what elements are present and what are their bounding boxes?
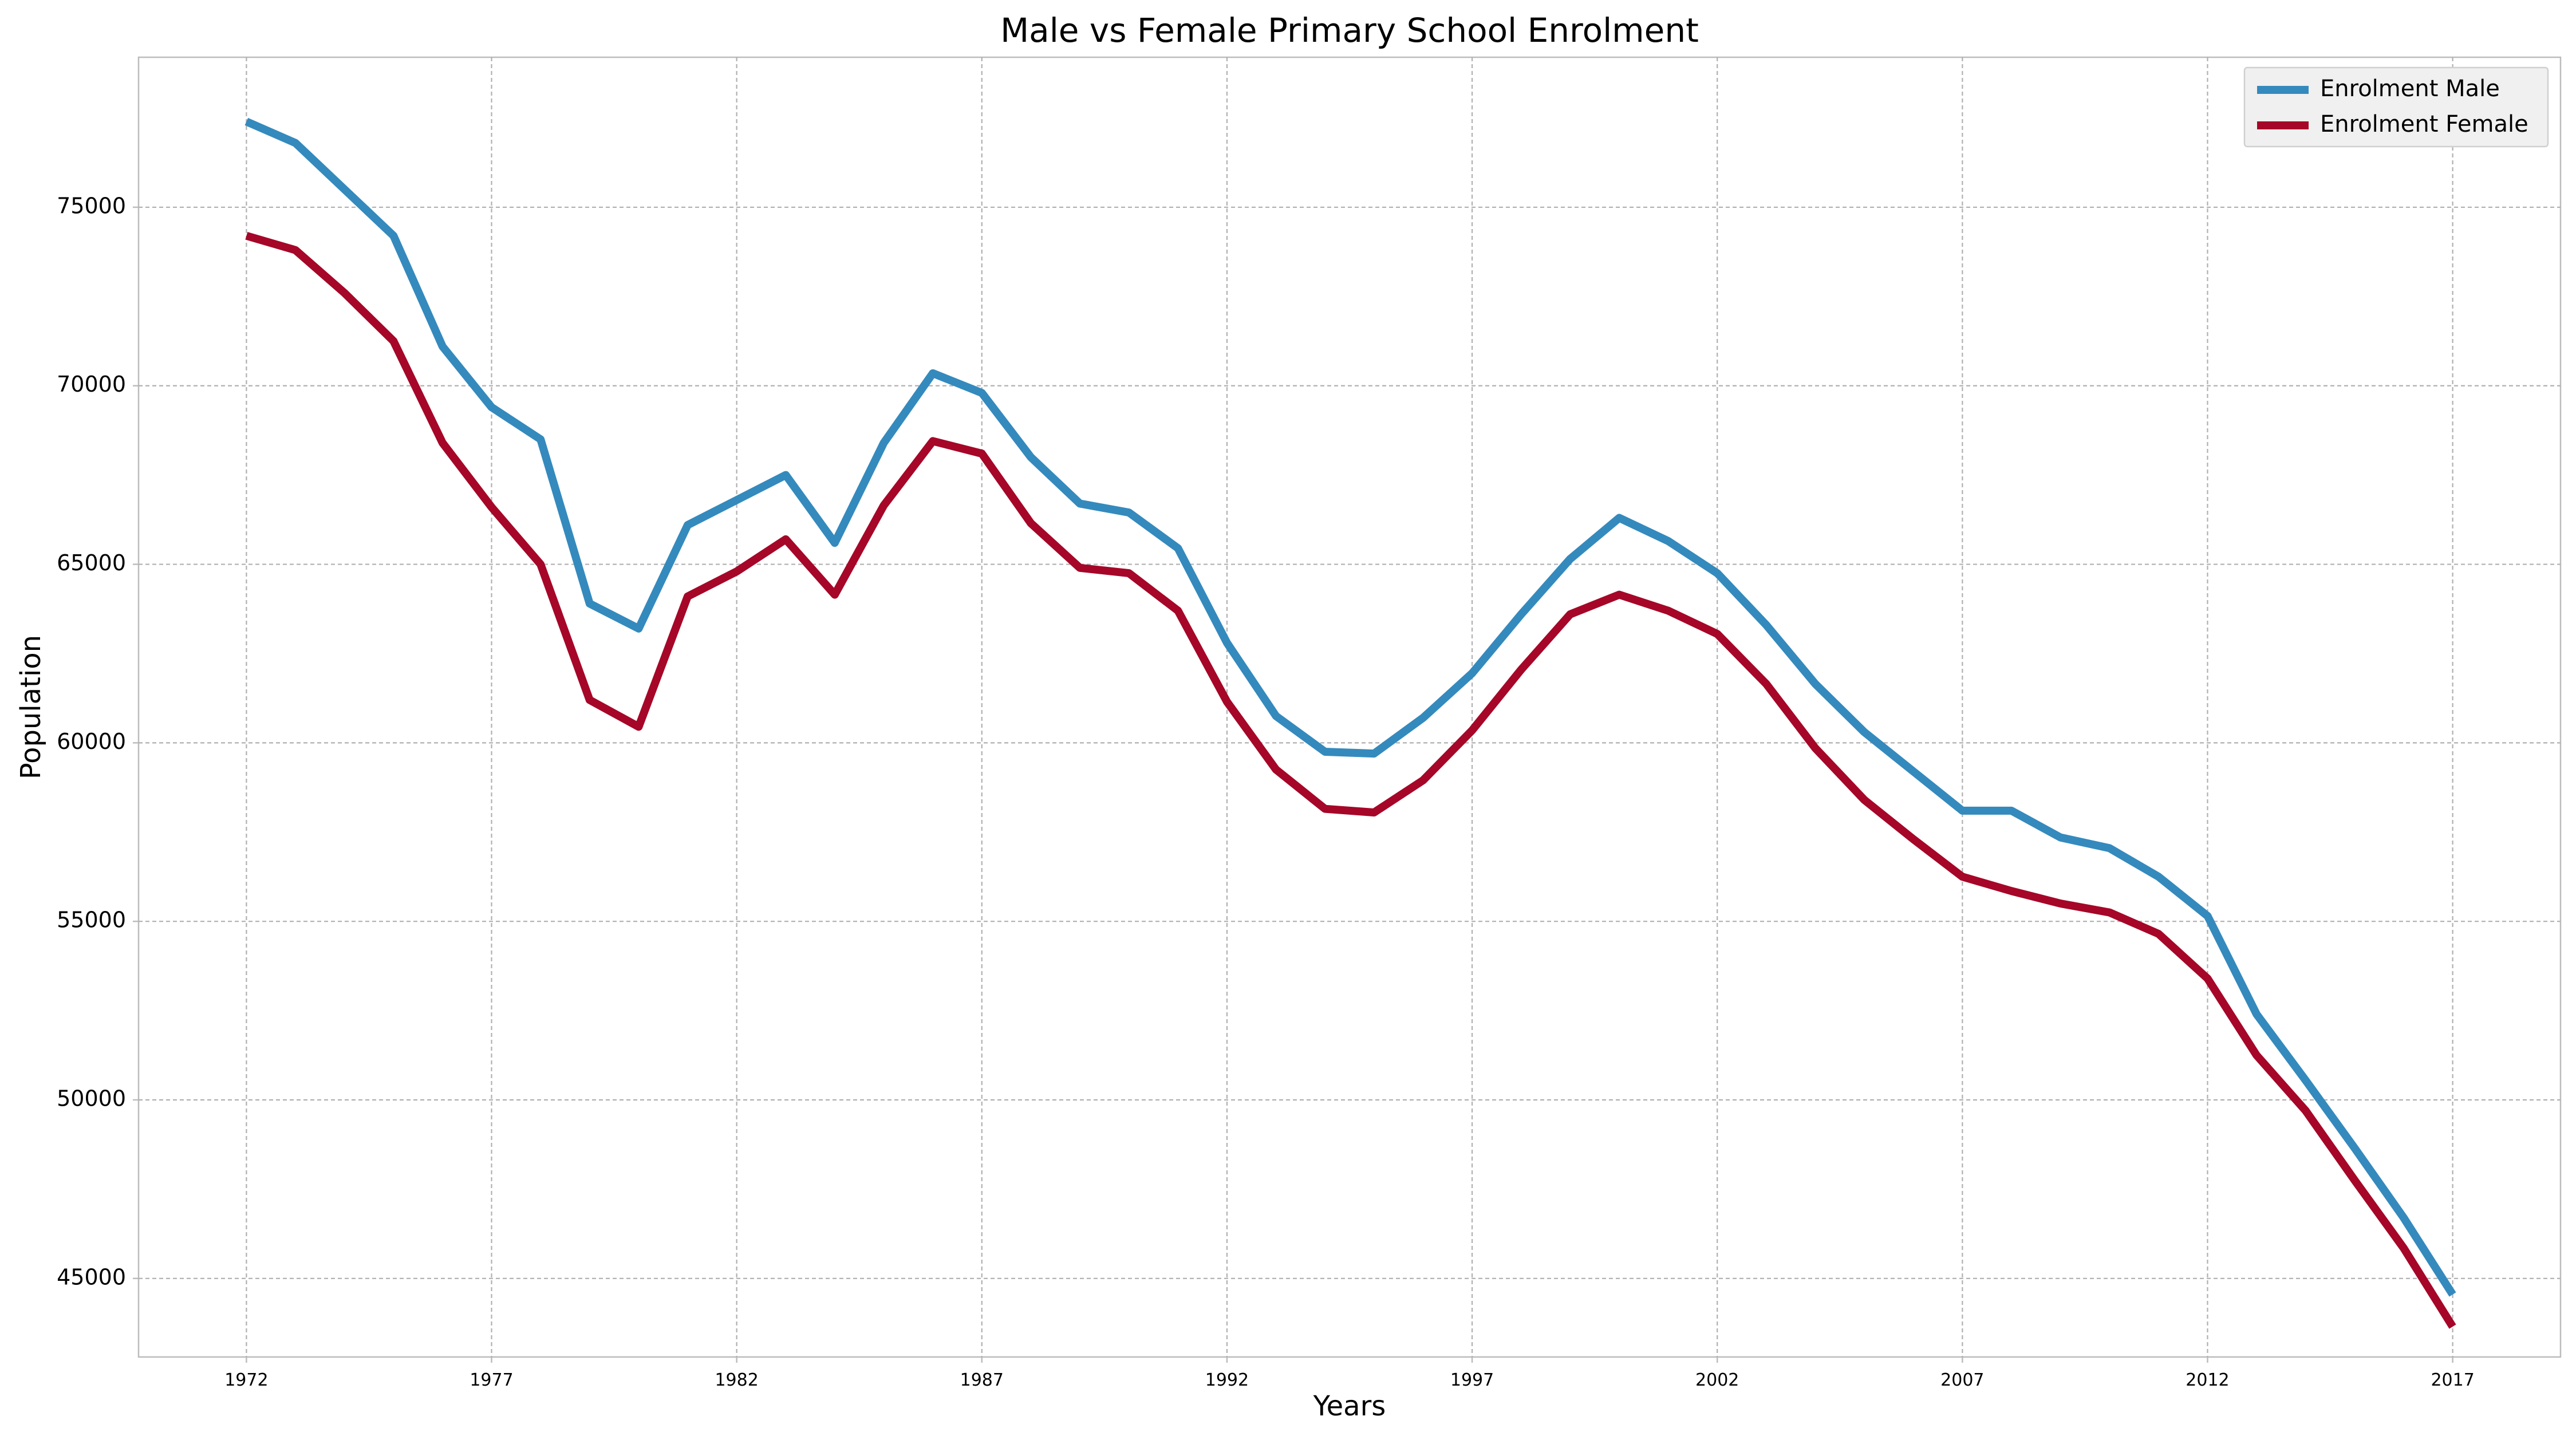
y-tick-label: 75000	[57, 193, 126, 218]
y-tick-label: 70000	[57, 372, 126, 397]
x-axis-ticks: 1972 1977 1982 1987 1992 1997 2002 2007 2012 2017	[224, 1357, 2475, 1390]
plot-area	[137, 56, 2562, 1358]
x-tick-label: 1977	[470, 1370, 513, 1390]
x-tick-label: 2007	[1940, 1370, 1984, 1390]
x-tick-label: 2017	[2431, 1370, 2474, 1390]
y-axis-ticks: 45000 50000 55000 60000 65000 70000 75000	[57, 193, 139, 1289]
y-tick-label: 55000	[57, 908, 126, 933]
series-line-enrolment-female	[245, 232, 2456, 1329]
x-tick-label: 1997	[1450, 1370, 1494, 1390]
x-tick-label: 1972	[224, 1370, 268, 1390]
legend-label-enrolment-male: Enrolment Male	[2320, 76, 2500, 102]
x-tick-label: 1982	[715, 1370, 758, 1390]
y-tick-label: 45000	[57, 1264, 126, 1289]
series-lines	[244, 117, 2456, 1329]
x-axis-label: Years	[1313, 1390, 1386, 1422]
chart-title: Male vs Female Primary School Enrolment	[1000, 11, 1699, 50]
x-tick-label: 1987	[960, 1370, 1004, 1390]
x-tick-label: 2002	[1695, 1370, 1739, 1390]
legend-frame	[2243, 66, 2549, 148]
legend: Enrolment Male Enrolment Female	[2243, 66, 2549, 148]
y-axis-label: Population	[15, 635, 47, 779]
y-tick-label: 65000	[57, 550, 126, 575]
legend-label-enrolment-female: Enrolment Female	[2320, 111, 2528, 137]
series-line-enrolment-male	[244, 117, 2456, 1297]
y-tick-label: 60000	[57, 729, 126, 754]
y-tick-label: 50000	[57, 1086, 126, 1111]
x-tick-label: 1992	[1205, 1370, 1249, 1390]
x-tick-label: 2012	[2186, 1370, 2229, 1390]
